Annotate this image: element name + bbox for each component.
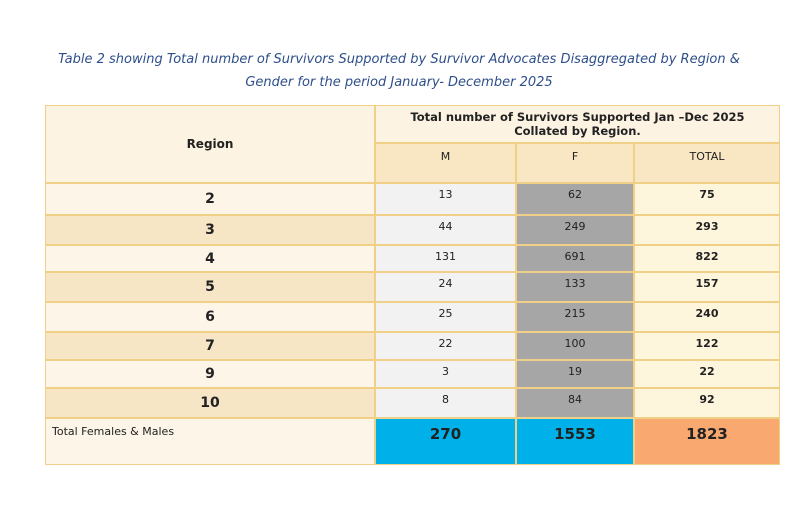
total-cell: 75 xyxy=(634,183,780,215)
value-cell: 22 xyxy=(375,332,516,360)
value-cell: 44 xyxy=(375,215,516,245)
value-cell: 8 xyxy=(375,388,516,418)
region-header: Region xyxy=(45,105,375,183)
group-header-line: Collated by Region. xyxy=(514,124,641,138)
group-header-line: Total number of Survivors Supported Jan … xyxy=(410,110,745,124)
grand-total-cell: 270 xyxy=(375,418,516,465)
caption: Table 2 showing Total number of Survivor… xyxy=(58,52,740,67)
value-cell: 100 xyxy=(516,332,634,360)
value-cell: 84 xyxy=(516,388,634,418)
total-label: Total Females & Males xyxy=(45,418,375,465)
region-cell: 10 xyxy=(45,388,375,418)
grand-total-cell: 1823 xyxy=(634,418,780,465)
column-header: F xyxy=(516,143,634,183)
group-header: Total number of Survivors Supported Jan … xyxy=(375,105,780,143)
value-cell: 133 xyxy=(516,272,634,302)
region-cell: 9 xyxy=(45,360,375,388)
total-cell: 157 xyxy=(634,272,780,302)
total-cell: 822 xyxy=(634,245,780,272)
column-header: TOTAL xyxy=(634,143,780,183)
grand-total-cell: 1553 xyxy=(516,418,634,465)
value-cell: 3 xyxy=(375,360,516,388)
value-cell: 25 xyxy=(375,302,516,332)
region-cell: 6 xyxy=(45,302,375,332)
value-cell: 13 xyxy=(375,183,516,215)
value-cell: 249 xyxy=(516,215,634,245)
total-cell: 122 xyxy=(634,332,780,360)
value-cell: 691 xyxy=(516,245,634,272)
total-cell: 240 xyxy=(634,302,780,332)
value-cell: 215 xyxy=(516,302,634,332)
value-cell: 62 xyxy=(516,183,634,215)
value-cell: 24 xyxy=(375,272,516,302)
region-cell: 7 xyxy=(45,332,375,360)
total-cell: 22 xyxy=(634,360,780,388)
total-cell: 92 xyxy=(634,388,780,418)
value-cell: 19 xyxy=(516,360,634,388)
region-cell: 5 xyxy=(45,272,375,302)
caption: Gender for the period January- December … xyxy=(245,75,553,90)
column-header: M xyxy=(375,143,516,183)
region-cell: 2 xyxy=(45,183,375,215)
region-cell: 4 xyxy=(45,245,375,272)
total-cell: 293 xyxy=(634,215,780,245)
region-cell: 3 xyxy=(45,215,375,245)
value-cell: 131 xyxy=(375,245,516,272)
